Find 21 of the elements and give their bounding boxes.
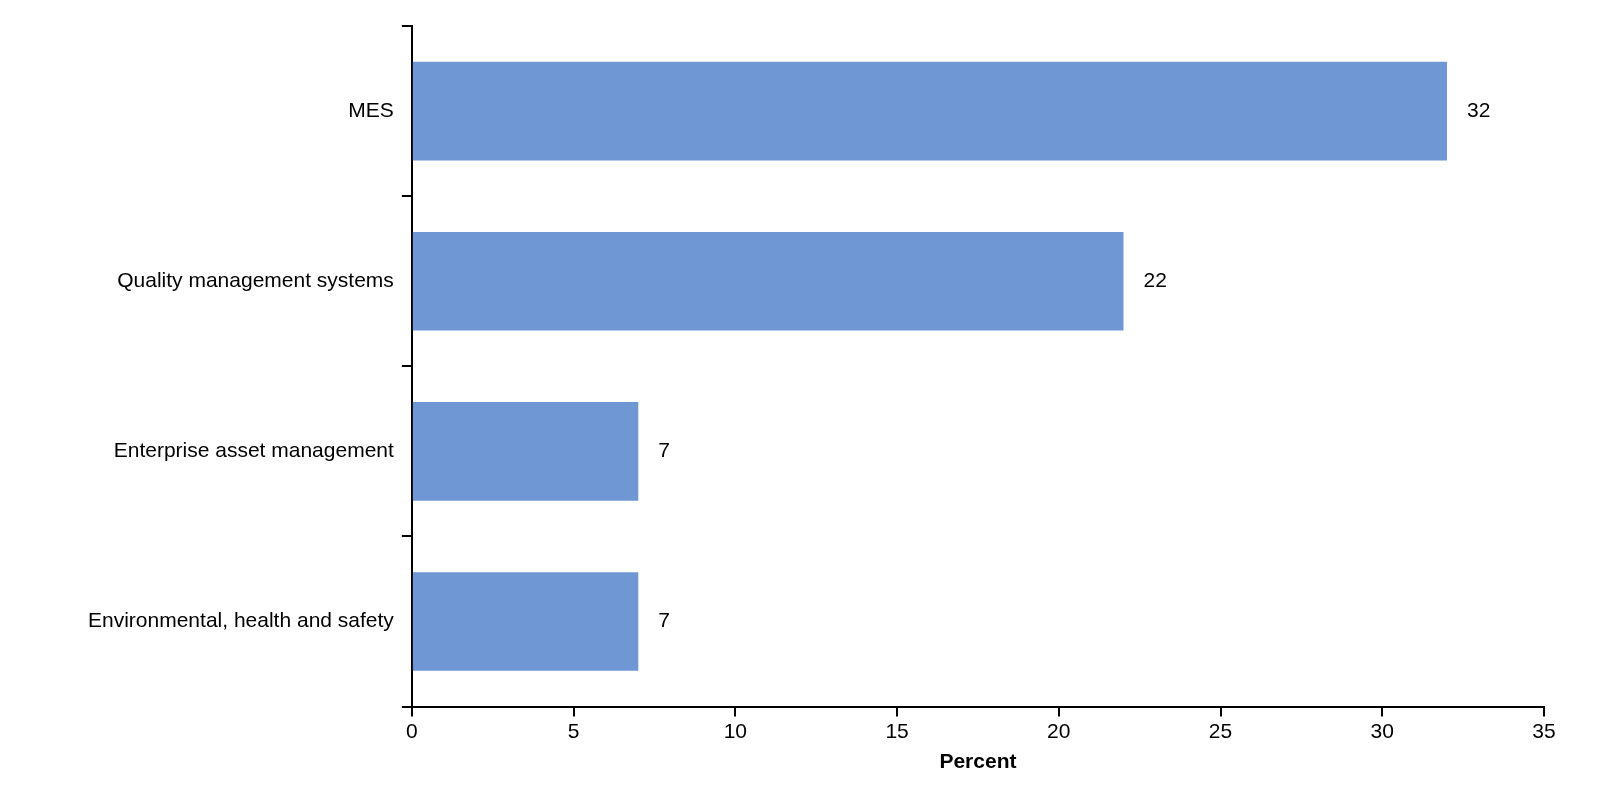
- x-tick-label: 0: [406, 719, 418, 742]
- x-axis-title: Percent: [939, 749, 1017, 773]
- y-tick-label: Enterprise asset management: [113, 438, 395, 462]
- data-label: 7: [658, 608, 670, 632]
- data-label: 32: [1466, 97, 1491, 121]
- bar: [412, 61, 1447, 161]
- x-tick-label: 5: [567, 719, 580, 742]
- x-tick-label: 10: [723, 719, 747, 742]
- x-tick-label: 25: [1208, 719, 1233, 742]
- bar: [412, 402, 639, 501]
- y-tick-label: MES: [348, 97, 394, 121]
- data-label: 7: [658, 438, 670, 462]
- y-tick-label: Environmental, health and safety: [87, 608, 395, 632]
- x-tick-label: 30: [1370, 719, 1394, 742]
- x-tick-label: 15: [885, 719, 909, 742]
- x-tick-label: 35: [1532, 719, 1556, 742]
- y-tick-label: Quality management systems: [117, 268, 394, 292]
- x-tick-label: 20: [1047, 719, 1071, 742]
- bar: [412, 231, 1124, 331]
- data-label: 22: [1143, 268, 1167, 292]
- bar: [412, 572, 639, 671]
